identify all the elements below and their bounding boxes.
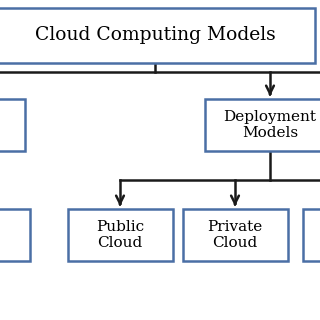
Bar [68,209,172,261]
Bar [0,209,30,261]
Text: Private
Cloud: Private Cloud [207,220,263,250]
Bar [0,99,25,151]
Bar [205,99,320,151]
Text: Deployment
Models: Deployment Models [223,110,316,140]
Bar [182,209,287,261]
Bar [0,7,315,62]
Text: Cloud Computing Models: Cloud Computing Models [35,26,276,44]
Bar [302,209,320,261]
Text: Public
Cloud: Public Cloud [96,220,144,250]
